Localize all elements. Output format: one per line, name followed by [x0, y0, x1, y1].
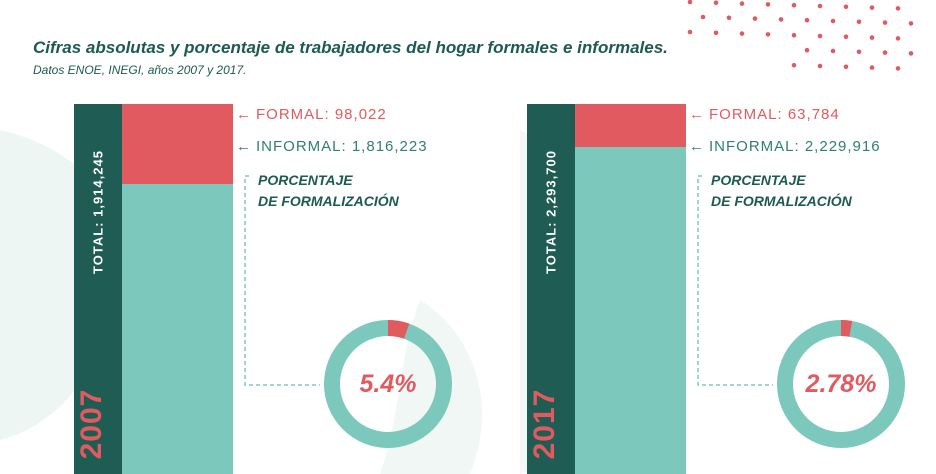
formal-segment	[575, 104, 686, 148]
decorative-dot	[895, 6, 901, 11]
percentage-title-line1: PORCENTAJE	[258, 172, 353, 188]
chart-title: Cifras absolutas y porcentaje de trabaja…	[33, 38, 668, 57]
decorative-dot	[726, 15, 732, 21]
percentage-title-line2: DE FORMALIZACIÓN	[258, 193, 399, 209]
decorative-dot	[869, 65, 875, 70]
decorative-dot	[843, 64, 849, 70]
decorative-dot	[739, 31, 745, 36]
decorative-dot	[700, 14, 706, 20]
percentage-value: 5.4%	[359, 369, 417, 398]
percentage-leader-line	[244, 175, 320, 386]
decorative-dot	[687, 29, 693, 35]
decorative-dot	[817, 63, 823, 69]
donut-formal-slice	[840, 320, 853, 337]
percentage-title-line2: DE FORMALIZACIÓN	[711, 193, 852, 209]
decorative-dot	[869, 5, 875, 10]
informal-annotation: ← INFORMAL: 2,229,916	[689, 138, 881, 155]
decorative-dot	[882, 20, 888, 25]
decorative-dot	[739, 1, 745, 6]
left-arrow-icon: ←	[689, 138, 705, 155]
percentage-donut	[324, 320, 452, 448]
decorative-dot	[752, 16, 758, 21]
percentage-leader-line	[697, 175, 773, 386]
informal-label: INFORMAL: 2,229,916	[709, 138, 881, 155]
decorative-dot	[778, 17, 784, 22]
formal-label: FORMAL: 63,784	[709, 106, 840, 123]
decorative-dot	[765, 32, 771, 37]
decorative-dot	[856, 49, 862, 55]
decorative-dot	[882, 50, 888, 55]
formal-annotation: ← FORMAL: 98,022	[236, 106, 387, 123]
chart-subtitle: Datos ENOE, INEGI, años 2007 y 2017.	[33, 63, 247, 77]
total-label: TOTAL: 1,914,245	[90, 150, 106, 274]
percentage-title: PORCENTAJE DE FORMALIZACIÓN	[711, 170, 852, 212]
decorative-dot	[804, 17, 810, 23]
formal-segment	[122, 104, 233, 184]
decorative-dot	[791, 32, 797, 38]
decorative-dot	[869, 35, 875, 40]
year-label: 2007	[75, 388, 108, 460]
percentage-donut	[777, 320, 905, 448]
stacked-bar	[122, 104, 233, 474]
stacked-bar	[575, 104, 686, 474]
percentage-title: PORCENTAJE DE FORMALIZACIÓN	[258, 170, 399, 212]
percentage-value: 2.78%	[805, 369, 877, 398]
decorative-dot	[908, 51, 914, 56]
decorative-dot	[908, 21, 914, 26]
decorative-dot	[830, 18, 836, 24]
decorative-dot	[817, 3, 823, 9]
left-arrow-icon: ←	[236, 106, 252, 123]
decorative-dot	[830, 48, 836, 54]
decorative-dot	[843, 34, 849, 40]
decorative-dot	[765, 2, 771, 7]
panel-2007: TOTAL: 1,914,245 2007 ← FORMAL: 98,022 ← I…	[74, 104, 494, 474]
decorative-dot	[856, 19, 862, 25]
informal-label: INFORMAL: 1,816,223	[256, 138, 428, 155]
decorative-dot	[804, 47, 810, 53]
decorative-dot	[687, 0, 693, 5]
decorative-dot	[895, 36, 901, 41]
donut-formal-slice	[387, 320, 410, 339]
decorative-dot	[843, 4, 849, 10]
formal-label: FORMAL: 98,022	[256, 106, 387, 123]
decorative-dot	[895, 66, 901, 71]
percentage-title-line1: PORCENTAJE	[711, 172, 806, 188]
formal-annotation: ← FORMAL: 63,784	[689, 106, 840, 123]
year-label: 2017	[528, 388, 561, 460]
decorative-dot	[791, 2, 797, 8]
decorative-dot	[817, 33, 823, 39]
informal-annotation: ← INFORMAL: 1,816,223	[236, 138, 428, 155]
total-label: TOTAL: 2,293,700	[543, 150, 559, 274]
panel-2017: TOTAL: 2,293,700 2017 ← FORMAL: 63,784 ← I…	[527, 104, 936, 474]
decorative-dot	[713, 0, 719, 6]
decorative-dot	[791, 62, 797, 68]
total-bar: TOTAL: 2,293,700 2017	[527, 104, 575, 474]
left-arrow-icon: ←	[689, 106, 705, 123]
decorative-dot	[713, 30, 719, 36]
left-arrow-icon: ←	[236, 138, 252, 155]
total-bar: TOTAL: 1,914,245 2007	[74, 104, 122, 474]
